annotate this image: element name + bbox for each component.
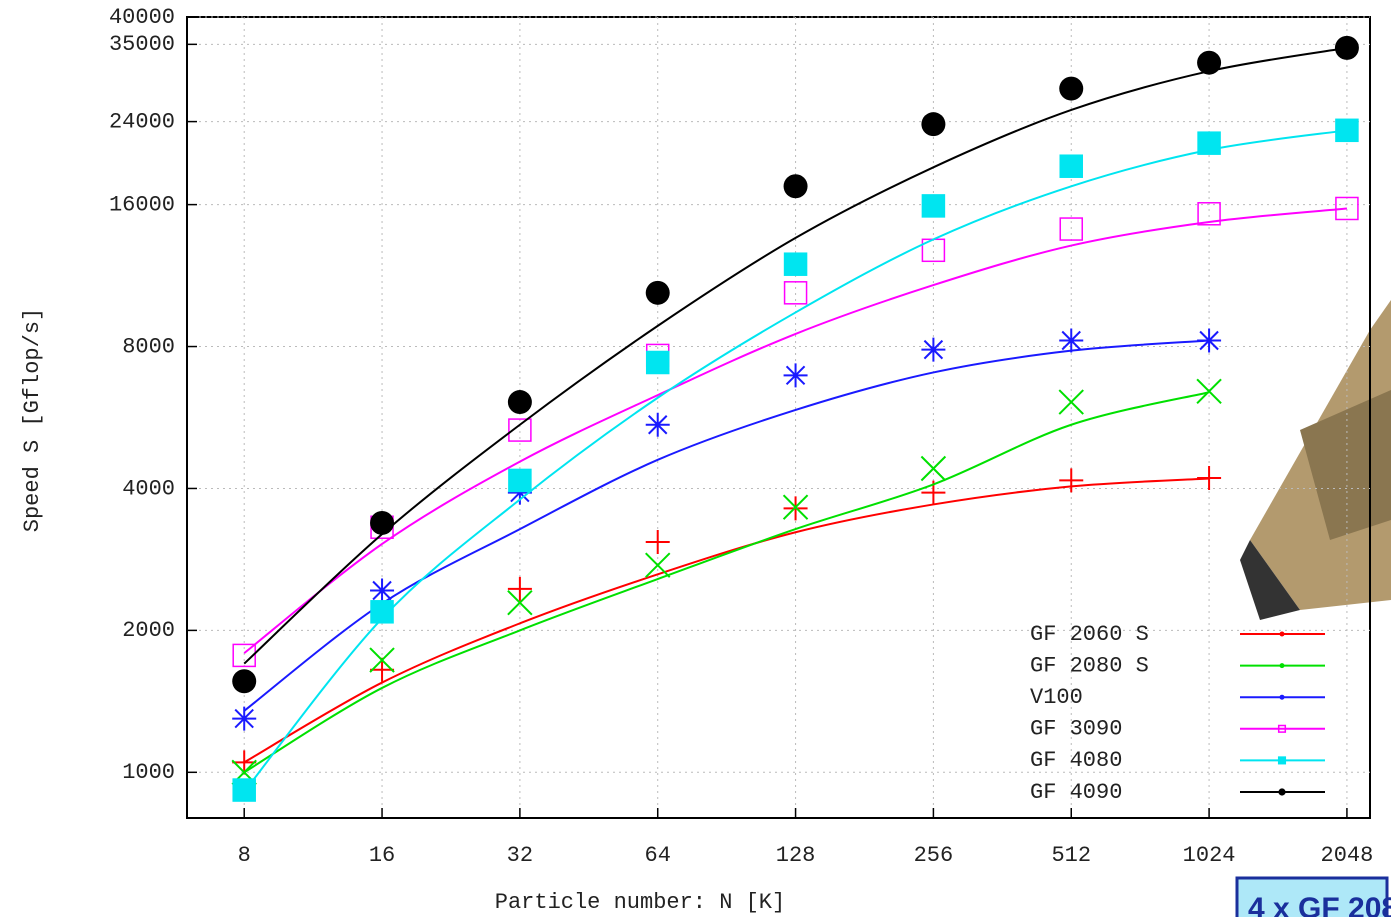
legend-label: GF 2060 S — [1030, 622, 1149, 647]
legend-label: GF 4090 — [1030, 780, 1122, 805]
data-point — [370, 510, 395, 535]
legend-marker — [1279, 694, 1285, 700]
data-point — [1059, 328, 1084, 353]
data-point — [507, 480, 532, 505]
gpu-face — [1300, 390, 1391, 540]
y-tick-label: 4000 — [122, 476, 175, 501]
data-point — [782, 494, 809, 520]
data-point — [507, 589, 533, 616]
fit-line — [243, 477, 1210, 764]
data-point — [921, 337, 946, 362]
data-point — [645, 412, 670, 437]
data-point — [1059, 217, 1083, 241]
data-point — [783, 281, 808, 305]
legend-label: V100 — [1030, 685, 1083, 710]
data-point — [369, 647, 395, 673]
legend-label: GF 3090 — [1030, 717, 1122, 742]
y-tick-label: 40000 — [109, 5, 175, 30]
data-point — [1059, 154, 1083, 178]
x-tick-label: 256 — [914, 843, 954, 868]
legend-marker — [1277, 724, 1287, 733]
fit-line — [243, 207, 1348, 654]
data-point — [920, 455, 947, 482]
legend-marker — [1279, 663, 1285, 669]
legend-marker — [1279, 631, 1285, 637]
gpu-bracket — [1240, 540, 1300, 620]
data-point — [370, 578, 395, 603]
data-point — [1335, 196, 1359, 221]
y-tick-label: 16000 — [109, 192, 175, 217]
data-point — [508, 418, 532, 442]
data-point — [921, 194, 946, 218]
data-point — [1335, 118, 1359, 143]
data-point — [370, 600, 394, 624]
gpu-photo — [1240, 300, 1391, 620]
data-point — [783, 252, 808, 276]
x-tick-label: 2048 — [1321, 843, 1374, 868]
data-point — [783, 174, 808, 199]
x-tick-label: 8 — [238, 843, 251, 868]
x-tick-label: 32 — [507, 843, 533, 868]
x-tick-label: 128 — [776, 843, 816, 868]
data-point — [645, 350, 670, 375]
data-point — [232, 643, 256, 668]
legend-marker — [1277, 756, 1287, 765]
legend-label: GF 4080 — [1030, 748, 1122, 773]
legend-marker — [1278, 788, 1286, 796]
x-tick-label: 64 — [645, 843, 671, 868]
data-point — [370, 657, 395, 682]
data-point — [645, 552, 671, 578]
data-point — [232, 750, 257, 775]
x-tick-label: 16 — [369, 843, 395, 868]
y-tick-label: 8000 — [122, 334, 175, 359]
data-point — [645, 280, 670, 305]
data-point — [507, 576, 532, 601]
fit-line — [243, 46, 1348, 665]
y-tick-label: 24000 — [109, 109, 175, 134]
data-point — [508, 468, 532, 493]
fit-line — [243, 391, 1210, 774]
data-point — [1197, 328, 1222, 353]
data-point — [1196, 378, 1222, 404]
data-point — [645, 529, 670, 554]
plot-frame — [186, 16, 1371, 819]
data-point — [1059, 468, 1084, 493]
data-point — [1058, 389, 1084, 415]
data-point — [232, 706, 257, 731]
data-point — [507, 390, 532, 415]
data-point — [1197, 131, 1221, 155]
data-point — [1059, 76, 1084, 101]
x-axis-label: Particle number: N [K] — [495, 890, 785, 915]
data-point — [1334, 35, 1359, 60]
data-point — [232, 778, 256, 802]
legend-label: GF 2080 S — [1030, 653, 1149, 678]
data-point — [232, 669, 257, 694]
y-tick-label: 35000 — [109, 32, 175, 57]
data-point — [1197, 465, 1222, 490]
badge-box — [1235, 876, 1389, 917]
y-tick-label: 2000 — [122, 618, 175, 643]
fit-line — [243, 129, 1348, 793]
data-point — [783, 363, 808, 388]
y-axis-label: Speed S [Gflop/s] — [20, 308, 45, 532]
data-point — [1197, 50, 1222, 75]
data-point — [921, 112, 946, 137]
x-tick-label: 512 — [1051, 843, 1091, 868]
x-tick-label: 1024 — [1183, 843, 1236, 868]
data-point — [1197, 202, 1221, 226]
y-tick-label: 1000 — [122, 760, 175, 785]
